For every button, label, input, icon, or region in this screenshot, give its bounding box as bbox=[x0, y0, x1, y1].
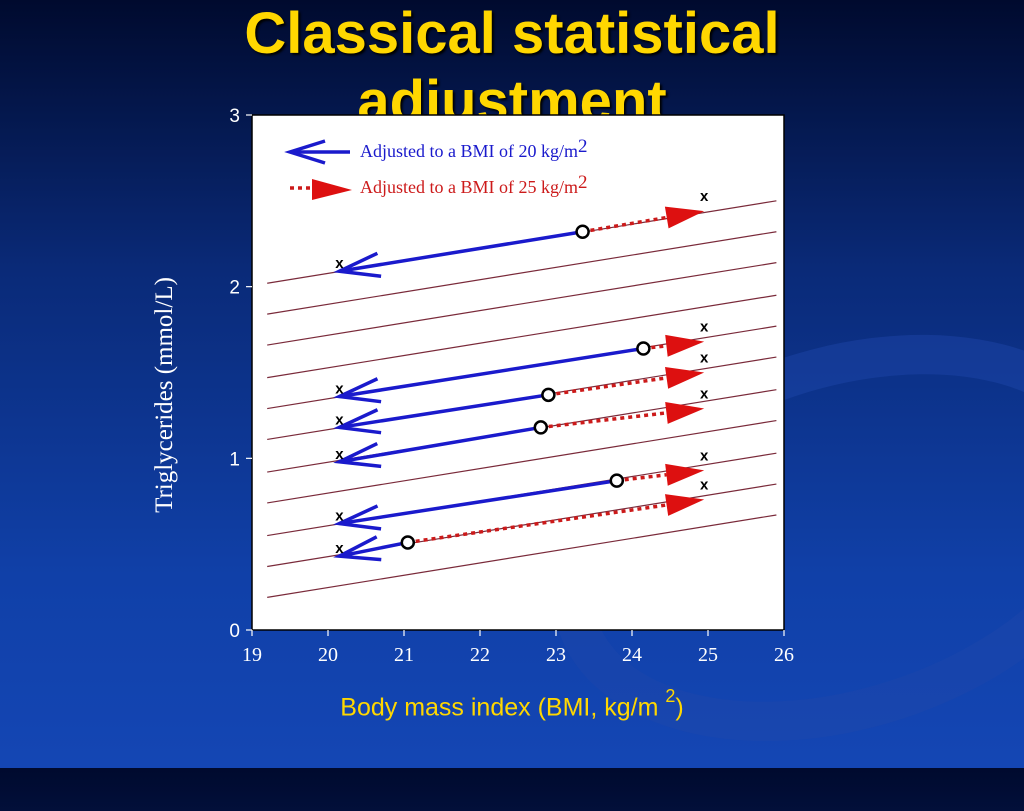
observation-point-4 bbox=[609, 473, 625, 488]
adj20-arrowhead-3 bbox=[333, 441, 382, 469]
adj25-arrow-5 bbox=[407, 503, 667, 545]
regression-line-9 bbox=[267, 231, 777, 315]
adj25-arrowhead-4 bbox=[665, 463, 705, 486]
adj20-arrowhead-0 bbox=[333, 251, 382, 278]
adj20-arrow-3 bbox=[339, 425, 542, 464]
observation-point-5 bbox=[400, 535, 416, 550]
adjusted-marker-25-5: x bbox=[700, 477, 709, 494]
adj25-arrowhead-1 bbox=[665, 334, 705, 357]
adj20-arrow-2 bbox=[339, 393, 549, 430]
adjusted-marker-25-0: x bbox=[700, 188, 709, 205]
adjusted-marker-20-3: x bbox=[335, 446, 344, 463]
adjusted-marker-20-1: x bbox=[335, 381, 344, 398]
legend-blue-arrow-icon bbox=[284, 139, 350, 165]
adjusted-marker-20-4: x bbox=[335, 508, 344, 525]
x-tick-label-21: 21 bbox=[394, 644, 414, 666]
x-tick-label-20: 20 bbox=[318, 644, 338, 666]
regression-line-8 bbox=[267, 262, 777, 346]
x-tick-label-25: 25 bbox=[698, 644, 718, 666]
adj25-arrow-4 bbox=[616, 473, 667, 483]
adj20-arrow-4 bbox=[339, 478, 618, 526]
adjusted-marker-25-3: x bbox=[700, 386, 709, 403]
regression-line-7 bbox=[267, 294, 777, 379]
adj25-arrowhead-5 bbox=[665, 494, 705, 516]
x-tick-label-19: 19 bbox=[242, 644, 262, 666]
adj20-arrow-0 bbox=[339, 230, 583, 273]
adj25-arrow-3 bbox=[540, 411, 667, 430]
adj25-arrow-0 bbox=[582, 215, 668, 234]
y-tick-label-1: 1 bbox=[229, 449, 240, 470]
observation-point-1 bbox=[636, 341, 651, 356]
x-tick-label-26: 26 bbox=[774, 644, 794, 666]
x-tick-label-23: 23 bbox=[546, 644, 566, 666]
adj25-arrowhead-2 bbox=[665, 366, 705, 389]
adjusted-marker-20-5: x bbox=[335, 540, 344, 557]
legend-red-arrow-icon bbox=[290, 179, 352, 200]
slide-title: Classical statistical adjustment bbox=[0, 0, 1024, 136]
y-tick-label-3: 3 bbox=[229, 106, 240, 127]
adj25-arrowhead-3 bbox=[665, 401, 705, 424]
adj20-arrow-5 bbox=[339, 540, 409, 558]
legend-label-adj25: Adjusted to a BMI of 25 kg/m2 bbox=[360, 172, 588, 197]
x-tick-label-22: 22 bbox=[470, 644, 490, 666]
adjusted-marker-25-4: x bbox=[700, 447, 709, 464]
adj20-arrowhead-2 bbox=[333, 408, 382, 435]
observation-point-0 bbox=[575, 224, 590, 239]
regression-line-0 bbox=[267, 514, 777, 598]
regression-line-3 bbox=[267, 419, 777, 504]
observation-point-3 bbox=[533, 420, 549, 435]
y-axis-label: Triglycerides (mmol/L) bbox=[151, 277, 178, 513]
x-tick-label-24: 24 bbox=[622, 644, 642, 666]
adjusted-marker-25-1: x bbox=[700, 319, 709, 336]
title-line-1: Classical statistical bbox=[244, 1, 780, 66]
adjusted-marker-25-2: x bbox=[700, 350, 709, 367]
legend: Adjusted to a BMI of 20 kg/m2 Adjusted t… bbox=[284, 136, 588, 200]
adj20-arrowhead-4 bbox=[333, 504, 382, 531]
adj25-arrow-2 bbox=[548, 376, 667, 397]
observation-point-2 bbox=[541, 387, 556, 403]
y-tick-label-2: 2 bbox=[229, 278, 240, 299]
adjusted-marker-20-2: x bbox=[335, 411, 344, 428]
legend-label-adj20: Adjusted to a BMI of 20 kg/m2 bbox=[360, 136, 588, 161]
x-axis-label: Body mass index (BMI, kg/m 2) bbox=[340, 686, 684, 722]
adj20-arrowhead-5 bbox=[333, 535, 382, 562]
adj20-arrow-1 bbox=[339, 346, 644, 399]
y-tick-label-0: 0 bbox=[229, 621, 240, 642]
adjusted-marker-20-0: x bbox=[335, 255, 344, 272]
adj20-arrowhead-1 bbox=[333, 377, 382, 404]
adj25-arrowhead-0 bbox=[664, 206, 705, 229]
